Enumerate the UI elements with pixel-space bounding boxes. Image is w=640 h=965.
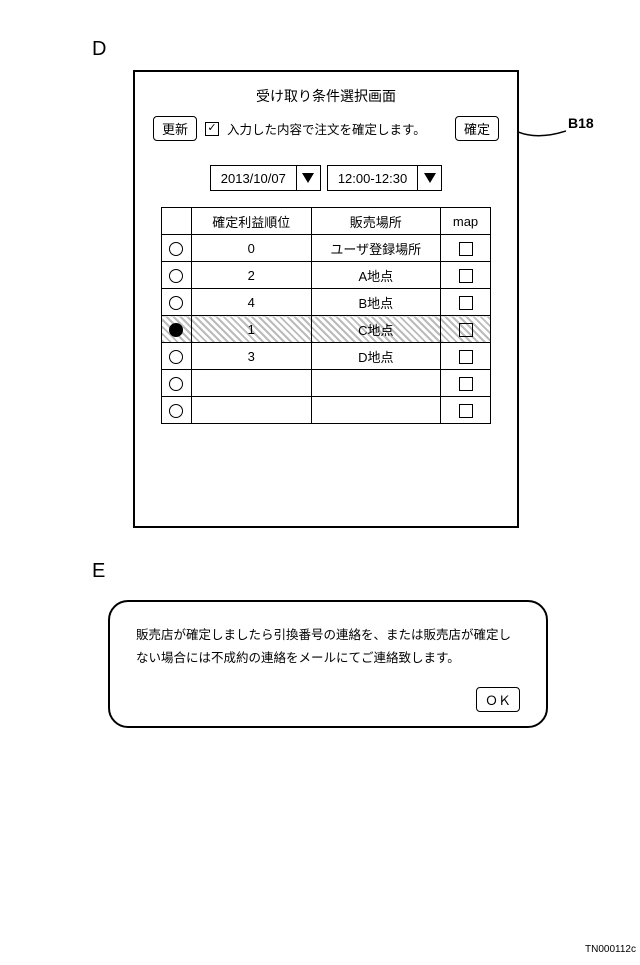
ok-button[interactable]: ＯＫ <box>476 687 520 712</box>
radio[interactable] <box>169 296 183 310</box>
map-checkbox[interactable] <box>459 377 473 391</box>
table-row[interactable]: 2A地点 <box>162 262 491 289</box>
confirm-text: 入力した内容で注文を確定します。 <box>227 119 447 138</box>
leader-line-b18 <box>518 128 566 140</box>
chevron-down-icon <box>296 166 320 190</box>
chevron-down-icon <box>417 166 441 190</box>
col-map: map <box>441 208 491 235</box>
map-checkbox[interactable] <box>459 242 473 256</box>
map-checkbox[interactable] <box>459 350 473 364</box>
map-checkbox[interactable] <box>459 323 473 337</box>
table-row[interactable] <box>162 370 491 397</box>
place-cell: A地点 <box>311 262 441 289</box>
rank-cell: 0 <box>191 235 311 262</box>
selection-table: 確定利益順位 販売場所 map 0ユーザ登録場所2A地点4B地点1C地点3D地点 <box>161 207 491 424</box>
table-row[interactable]: 0ユーザ登録場所 <box>162 235 491 262</box>
rank-cell: 4 <box>191 289 311 316</box>
radio[interactable] <box>169 242 183 256</box>
confirm-checkbox[interactable] <box>205 122 219 136</box>
update-button[interactable]: 更新 <box>153 116 197 141</box>
rank-cell <box>191 397 311 424</box>
radio[interactable] <box>169 269 183 283</box>
date-time-row: 2013/10/07 12:00-12:30 <box>135 155 517 207</box>
rank-cell <box>191 370 311 397</box>
table-row[interactable] <box>162 397 491 424</box>
col-place: 販売場所 <box>311 208 441 235</box>
radio[interactable] <box>169 350 183 364</box>
col-radio <box>162 208 192 235</box>
place-cell <box>311 397 441 424</box>
callout-b18: B18 <box>568 115 594 131</box>
footer-code: TN000112c <box>585 944 636 955</box>
panel-e-text: 販売店が確定しましたら引換番号の連絡を、または販売店が確定しない場合には不成約の… <box>136 624 520 669</box>
place-cell: C地点 <box>311 316 441 343</box>
panel-d: 受け取り条件選択画面 更新 入力した内容で注文を確定します。 確定 2013/1… <box>133 70 519 528</box>
panel-label-d: D <box>92 38 106 61</box>
table-row[interactable]: 3D地点 <box>162 343 491 370</box>
date-select[interactable]: 2013/10/07 <box>210 165 321 191</box>
time-select[interactable]: 12:00-12:30 <box>327 165 442 191</box>
panel-e: 販売店が確定しましたら引換番号の連絡を、または販売店が確定しない場合には不成約の… <box>108 600 548 728</box>
rank-cell: 2 <box>191 262 311 289</box>
time-value: 12:00-12:30 <box>328 171 417 186</box>
place-cell <box>311 370 441 397</box>
map-checkbox[interactable] <box>459 269 473 283</box>
table-row[interactable]: 1C地点 <box>162 316 491 343</box>
radio[interactable] <box>169 377 183 391</box>
panel-label-e: E <box>92 560 105 583</box>
table-row[interactable]: 4B地点 <box>162 289 491 316</box>
col-rank: 確定利益順位 <box>191 208 311 235</box>
panel-d-title: 受け取り条件選択画面 <box>135 72 517 116</box>
place-cell: D地点 <box>311 343 441 370</box>
date-value: 2013/10/07 <box>211 171 296 186</box>
toolbar: 更新 入力した内容で注文を確定します。 確定 <box>135 116 517 155</box>
place-cell: ユーザ登録場所 <box>311 235 441 262</box>
place-cell: B地点 <box>311 289 441 316</box>
radio[interactable] <box>169 404 183 418</box>
rank-cell: 3 <box>191 343 311 370</box>
rank-cell: 1 <box>191 316 311 343</box>
radio[interactable] <box>169 323 183 337</box>
map-checkbox[interactable] <box>459 296 473 310</box>
map-checkbox[interactable] <box>459 404 473 418</box>
confirm-button[interactable]: 確定 <box>455 116 499 141</box>
